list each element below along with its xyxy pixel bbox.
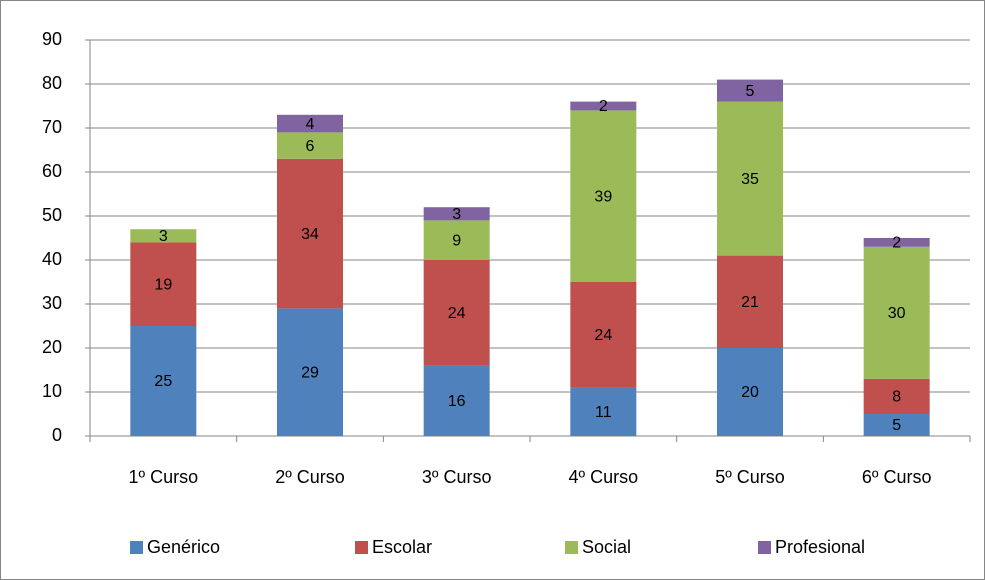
y-tick-label: 0: [52, 425, 62, 445]
legend-swatch: [130, 541, 143, 554]
legend-label: Social: [582, 537, 631, 557]
data-label: 39: [594, 188, 612, 205]
y-tick-label: 70: [42, 117, 62, 137]
bar-segment: [277, 114, 343, 133]
bar-segment: [423, 207, 490, 221]
y-tick-label: 20: [42, 337, 62, 357]
bar-segment: [130, 229, 197, 243]
bar-segment: [863, 238, 930, 247]
x-tick-label: 1º Curso: [129, 467, 199, 487]
bar-segment: [423, 220, 490, 260]
data-label: 4: [306, 116, 315, 133]
data-label: 2: [892, 235, 901, 252]
bar-segment: [570, 110, 637, 283]
data-label: 29: [301, 364, 319, 381]
legend-label: Genérico: [147, 537, 220, 557]
data-label: 35: [741, 171, 759, 188]
data-label: 5: [746, 83, 755, 100]
legend-label: Profesional: [775, 537, 865, 557]
data-label: 30: [888, 305, 906, 322]
bar-segment: [717, 348, 783, 436]
data-label: 5: [892, 417, 901, 434]
data-label: 19: [154, 276, 172, 293]
legend-swatch: [565, 541, 578, 554]
bar-segment: [423, 260, 490, 366]
data-label: 3: [159, 228, 168, 245]
data-label: 3: [452, 206, 461, 223]
data-label: 8: [892, 389, 901, 406]
data-label: 24: [594, 327, 612, 344]
bar-segment: [570, 282, 637, 388]
bar-segment: [717, 255, 783, 348]
x-tick-label: 5º Curso: [715, 467, 785, 487]
data-label: 11: [595, 404, 612, 421]
x-tick-label: 3º Curso: [422, 467, 492, 487]
y-tick-label: 80: [42, 73, 62, 93]
data-label: 20: [741, 384, 759, 401]
bar-segment: [570, 387, 637, 436]
bar-segment: [863, 246, 930, 379]
data-label: 16: [448, 393, 466, 410]
data-label: 6: [306, 138, 315, 155]
data-label: 9: [452, 232, 461, 249]
bar-segment: [277, 158, 343, 309]
bar-segment: [570, 101, 637, 111]
bar-segment: [863, 378, 930, 414]
bar-segment: [130, 242, 197, 326]
bar-segment: [423, 365, 490, 436]
bar-segment: [717, 101, 783, 256]
data-label: 2: [599, 98, 608, 115]
bar-segment: [863, 414, 930, 436]
legend-label: Escolar: [372, 537, 432, 557]
x-tick-label: 2º Curso: [275, 467, 345, 487]
data-label: 34: [301, 226, 319, 243]
data-label: 21: [741, 294, 759, 311]
bar-segment: [717, 79, 783, 102]
data-label: 24: [448, 305, 466, 322]
legend-swatch: [758, 541, 771, 554]
y-tick-label: 40: [42, 249, 62, 269]
data-label: 25: [154, 373, 172, 390]
bar-segment: [130, 326, 197, 436]
x-tick-label: 4º Curso: [569, 467, 639, 487]
y-tick-label: 30: [42, 293, 62, 313]
y-tick-label: 90: [42, 29, 62, 49]
y-tick-label: 50: [42, 205, 62, 225]
x-tick-label: 6º Curso: [862, 467, 932, 487]
y-tick-label: 60: [42, 161, 62, 181]
bar-segment: [277, 132, 343, 159]
bar-segment: [277, 308, 343, 436]
y-tick-label: 10: [42, 381, 62, 401]
legend-swatch: [355, 541, 368, 554]
